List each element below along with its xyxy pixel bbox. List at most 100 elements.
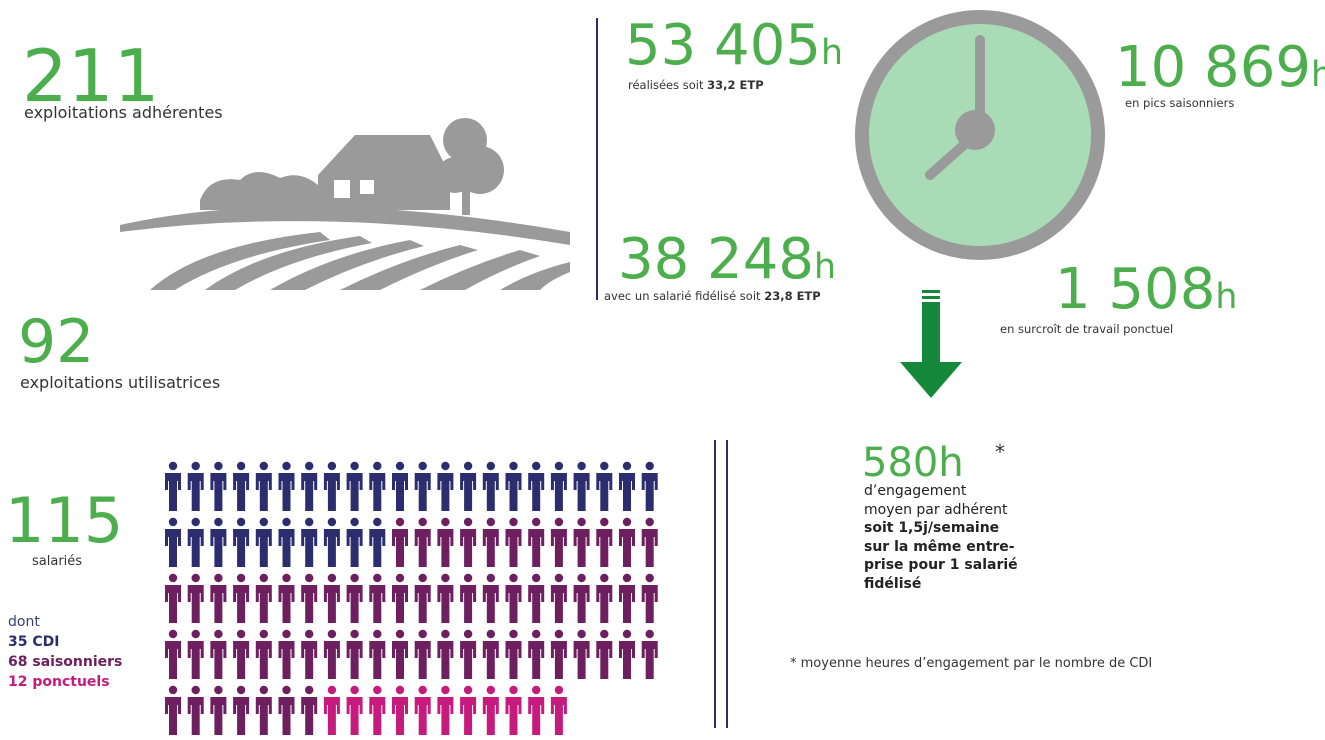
person-icon — [528, 518, 544, 567]
person-icon — [369, 686, 385, 735]
person-icon — [460, 462, 476, 511]
person-head — [373, 686, 381, 694]
value: 10 869 — [1115, 35, 1311, 100]
person-head — [441, 462, 449, 470]
engagement-line: moyen par adhérent — [864, 501, 1018, 520]
person-body — [596, 473, 612, 511]
person-head — [305, 462, 313, 470]
person-head — [260, 462, 268, 470]
person-head — [419, 686, 427, 694]
person-icon — [165, 574, 181, 623]
clock — [862, 17, 1098, 253]
person-head — [487, 518, 495, 526]
person-icon — [324, 630, 340, 679]
person-body — [415, 529, 431, 567]
person-body — [347, 641, 363, 679]
person-body — [165, 473, 181, 511]
person-head — [373, 462, 381, 470]
person-head — [487, 630, 495, 638]
person-head — [509, 518, 517, 526]
person-body — [551, 641, 567, 679]
person-head — [169, 630, 177, 638]
person-body — [460, 641, 476, 679]
person-icon — [483, 686, 499, 735]
person-body — [415, 473, 431, 511]
person-body — [596, 641, 612, 679]
person-head — [169, 574, 177, 582]
person-head — [555, 686, 563, 694]
person-icon — [233, 574, 249, 623]
person-body — [188, 473, 204, 511]
hours-label: réalisées soit 33,2 ETP — [628, 78, 764, 92]
bold-text: 23,8 ETP — [764, 289, 821, 303]
person-icon — [369, 462, 385, 511]
person-body — [551, 585, 567, 623]
person-head — [441, 574, 449, 582]
person-icon — [188, 574, 204, 623]
person-head — [214, 462, 222, 470]
person-icon — [437, 630, 453, 679]
person-icon — [596, 518, 612, 567]
person-icon — [506, 686, 522, 735]
person-head — [646, 630, 654, 638]
person-icon — [347, 574, 363, 623]
person-head — [282, 518, 290, 526]
person-icon — [574, 630, 590, 679]
person-head — [396, 630, 404, 638]
person-icon — [369, 574, 385, 623]
person-head — [532, 686, 540, 694]
person-icon — [551, 574, 567, 623]
person-body — [551, 473, 567, 511]
person-head — [623, 630, 631, 638]
person-head — [441, 518, 449, 526]
bold-text: 33,2 ETP — [707, 78, 764, 92]
person-body — [506, 529, 522, 567]
person-head — [577, 462, 585, 470]
person-icon — [279, 518, 295, 567]
person-body — [188, 697, 204, 735]
person-icon — [210, 686, 226, 735]
person-head — [214, 574, 222, 582]
person-head — [464, 518, 472, 526]
person-head — [350, 686, 358, 694]
person-icon — [619, 518, 635, 567]
person-head — [509, 686, 517, 694]
person-head — [623, 462, 631, 470]
person-body — [324, 697, 340, 735]
footnote: * moyenne heures d’engagement par le nom… — [790, 656, 1152, 671]
person-icon — [188, 630, 204, 679]
person-body — [437, 585, 453, 623]
breakdown-intro: dont — [8, 612, 122, 632]
person-head — [396, 462, 404, 470]
person-head — [396, 686, 404, 694]
person-head — [260, 574, 268, 582]
person-head — [237, 630, 245, 638]
unit: h — [1311, 55, 1325, 95]
person-icon — [188, 518, 204, 567]
person-head — [192, 686, 200, 694]
person-icon — [506, 630, 522, 679]
person-head — [169, 462, 177, 470]
person-head — [328, 630, 336, 638]
person-icon — [528, 462, 544, 511]
person-icon — [574, 574, 590, 623]
person-head — [441, 630, 449, 638]
person-body — [256, 585, 272, 623]
person-body — [188, 529, 204, 567]
person-head — [419, 574, 427, 582]
person-icon — [415, 630, 431, 679]
person-head — [464, 686, 472, 694]
users-value: 92 — [18, 312, 94, 372]
person-body — [279, 641, 295, 679]
person-body — [233, 473, 249, 511]
person-body — [551, 697, 567, 735]
person-body — [392, 473, 408, 511]
person-head — [396, 518, 404, 526]
employees-value: 115 — [5, 490, 123, 552]
person-head — [419, 462, 427, 470]
person-body — [369, 641, 385, 679]
person-head — [373, 518, 381, 526]
person-body — [279, 529, 295, 567]
person-head — [464, 574, 472, 582]
